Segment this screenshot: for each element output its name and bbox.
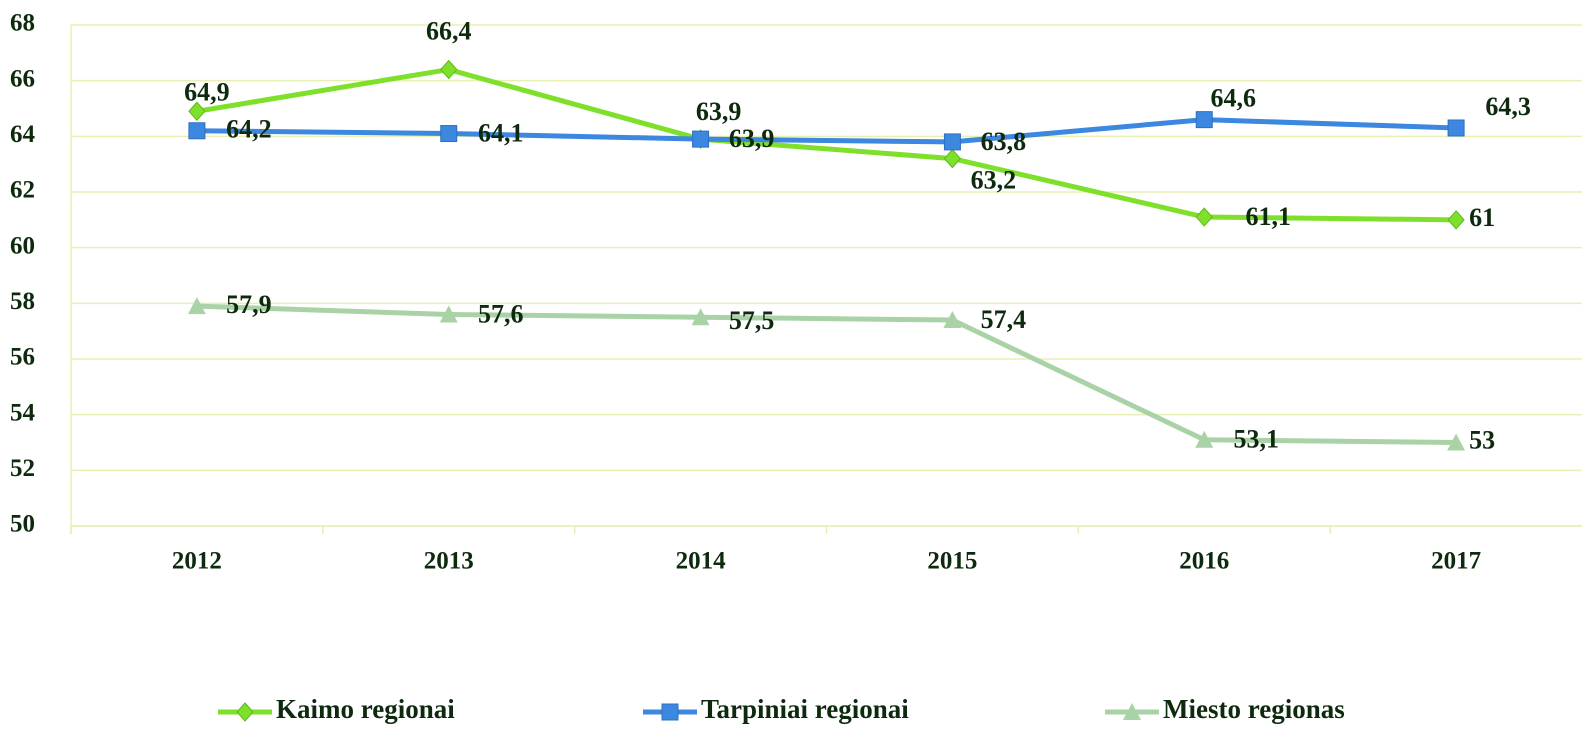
legend-marker — [661, 703, 679, 721]
data-label: 64,9 — [184, 77, 230, 106]
data-point — [1195, 207, 1213, 227]
x-tick-label: 2012 — [172, 548, 222, 575]
data-label: 63,9 — [729, 124, 775, 153]
y-tick-label: 62 — [10, 177, 35, 204]
x-tick-label: 2016 — [1179, 548, 1229, 575]
legend-label: Miesto regionas — [1163, 694, 1345, 724]
data-point — [439, 305, 458, 323]
data-point — [440, 125, 458, 143]
data-point — [943, 311, 962, 329]
data-label: 66,4 — [426, 17, 472, 46]
y-tick-label: 60 — [10, 232, 35, 259]
data-label: 64,6 — [1211, 84, 1257, 113]
data-label: 64,3 — [1485, 92, 1531, 121]
legend-label: Kaimo regionai — [276, 694, 455, 724]
legend-marker — [236, 702, 254, 722]
data-label: 53,1 — [1234, 425, 1280, 454]
y-tick-label: 56 — [10, 344, 35, 371]
data-label: 57,5 — [729, 306, 775, 335]
series-line — [196, 66, 1457, 223]
series-line — [196, 303, 1457, 445]
y-tick-label: 50 — [10, 511, 35, 538]
y-tick-label: 66 — [10, 65, 35, 92]
data-label: 63,9 — [696, 97, 742, 126]
legend-label: Tarpiniai regionai — [701, 694, 909, 724]
data-label: 57,6 — [478, 299, 524, 328]
data-label: 61,1 — [1246, 202, 1292, 231]
y-tick-label: 58 — [10, 288, 35, 315]
legend-marker — [1123, 703, 1141, 720]
series-line — [196, 117, 1457, 145]
data-label: 63,8 — [981, 127, 1027, 156]
x-tick-label: 2015 — [927, 548, 977, 575]
data-label: 64,2 — [226, 115, 272, 144]
data-label: 61 — [1469, 203, 1495, 232]
data-point — [1447, 210, 1465, 230]
data-point — [1195, 430, 1214, 448]
data-point — [943, 148, 962, 169]
data-label: 53 — [1469, 425, 1495, 454]
data-point — [1195, 111, 1213, 129]
data-point — [440, 59, 458, 80]
x-tick-label: 2017 — [1431, 548, 1481, 575]
data-point — [188, 122, 206, 140]
y-tick-label: 68 — [10, 10, 35, 37]
data-point — [691, 308, 710, 326]
data-label: 57,4 — [981, 305, 1027, 334]
data-point — [692, 130, 710, 148]
data-point — [943, 133, 961, 151]
y-tick-label: 64 — [10, 121, 36, 148]
data-point — [188, 101, 206, 122]
data-label: 57,9 — [226, 290, 272, 319]
data-point — [1447, 433, 1466, 451]
y-tick-label: 54 — [10, 399, 36, 426]
data-point — [1447, 119, 1465, 137]
x-tick-label: 2014 — [676, 548, 727, 575]
data-label: 64,1 — [478, 119, 524, 148]
y-tick-label: 52 — [10, 455, 35, 482]
x-tick-label: 2013 — [424, 548, 474, 575]
data-point — [187, 297, 206, 315]
data-label: 63,2 — [971, 166, 1017, 195]
